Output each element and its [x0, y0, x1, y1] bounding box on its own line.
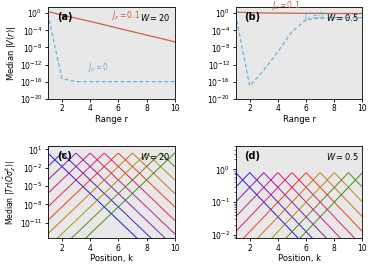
- X-axis label: Range r: Range r: [95, 115, 128, 124]
- Text: $W = 20$: $W = 20$: [140, 151, 171, 162]
- Text: (c): (c): [57, 151, 71, 161]
- Text: $J_z = 0.1$: $J_z = 0.1$: [271, 0, 300, 12]
- X-axis label: Range r: Range r: [283, 115, 315, 124]
- Text: $W = 20$: $W = 20$: [140, 12, 171, 22]
- Y-axis label: Median $|Tr(\hat{O}\sigma_z^k)|$: Median $|Tr(\hat{O}\sigma_z^k)|$: [1, 160, 18, 225]
- X-axis label: Position, k: Position, k: [90, 254, 133, 263]
- Y-axis label: Median $|V(r)|$: Median $|V(r)|$: [5, 25, 18, 81]
- X-axis label: Position, k: Position, k: [277, 254, 321, 263]
- Text: $W = 0.5$: $W = 0.5$: [326, 12, 359, 22]
- Text: (b): (b): [244, 12, 261, 22]
- Text: $J_z = 0.1$: $J_z = 0.1$: [111, 9, 141, 22]
- Text: (d): (d): [244, 151, 261, 161]
- Text: $J_z = 0$: $J_z = 0$: [87, 61, 110, 74]
- Text: $W = 0.5$: $W = 0.5$: [326, 151, 359, 162]
- Text: (a): (a): [57, 12, 72, 22]
- Text: $J_z = 0$: $J_z = 0$: [303, 10, 326, 23]
